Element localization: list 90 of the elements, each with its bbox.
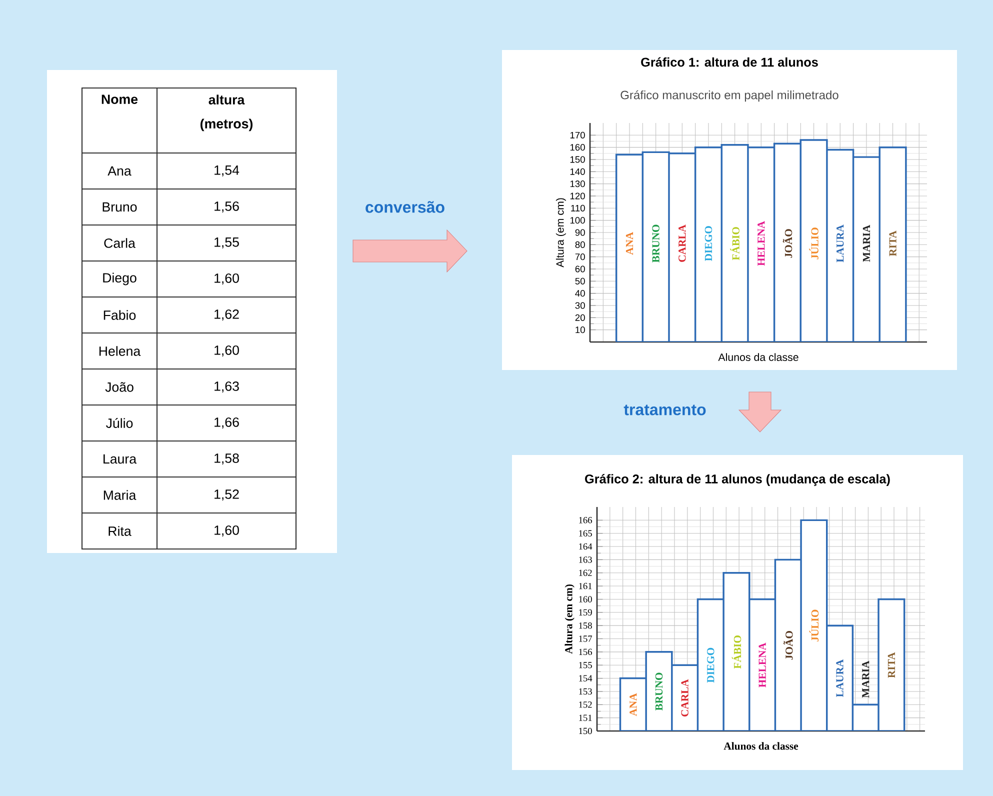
category-label: Helena: [99, 346, 141, 356]
x-tick-label: CARLA: [678, 224, 686, 262]
y-tick-label: 170: [570, 132, 585, 138]
y-tick-label: 80: [575, 241, 585, 248]
data-label: 1,60: [214, 345, 239, 357]
y-tick-label: 153: [579, 688, 592, 695]
y-tick-label: 70: [575, 254, 585, 260]
data-label: 1,66: [214, 417, 239, 429]
bar: [878, 146, 907, 342]
y-tick-label: 120: [570, 192, 585, 200]
x-tick-label: JÚLIO: [809, 228, 818, 260]
y-tick-label: 164: [579, 543, 592, 550]
x-axis-title: Alunos da classe: [718, 353, 798, 362]
x-tick-label: JOÃO: [783, 631, 793, 660]
category-label: Bruno: [102, 202, 137, 212]
x-tick-label: FÁBIO: [732, 636, 742, 669]
y-tick-label: 160: [570, 144, 585, 151]
y-tick-label: 165: [579, 530, 592, 536]
x-tick-label: DIEGO: [707, 648, 714, 683]
data-label: 1,54: [214, 166, 240, 176]
category-label: Fabio: [104, 310, 136, 320]
x-tick-label: LAURA: [836, 224, 844, 262]
y-tick-label: 155: [579, 662, 592, 668]
y-tick-label: 10: [576, 326, 585, 334]
y-tick-label: 20: [575, 314, 585, 321]
x-tick-label: HELENA: [758, 220, 765, 266]
y-tick-label: 40: [575, 290, 585, 297]
text: conversão: [366, 201, 444, 213]
data-label: 1,58: [214, 453, 239, 465]
x-tick-label: DIEGO: [704, 226, 712, 262]
y-tick-label: 140: [570, 168, 585, 175]
y-axis-title: Altura (em cm): [564, 584, 574, 654]
category-label: Laura: [104, 454, 137, 464]
y-tick-label: 157: [579, 636, 592, 642]
y-tick-label: 154: [579, 675, 592, 682]
x-tick-label: CARLA: [681, 679, 688, 716]
x-tick-label: BRUNO: [655, 672, 663, 711]
y-tick-label: 90: [575, 229, 585, 236]
category-label: Carla: [104, 238, 136, 248]
y-tick-label: 150: [570, 156, 585, 163]
text: Nome: [102, 94, 138, 104]
x-tick-label: MARIA: [862, 660, 870, 698]
chart-title: Gráfico 1: altura de 11 alunos: [641, 57, 818, 67]
data-label: 1,52: [214, 489, 239, 501]
y-tick-label: 158: [579, 622, 592, 629]
data-label: 1,60: [214, 525, 239, 537]
text: altura (metros): [200, 94, 253, 132]
y-tick-label: 160: [579, 596, 592, 602]
y-tick-label: 166: [579, 517, 592, 524]
chart-title: Gráfico 2: altura de 11 alunos (mudança de escala): [585, 474, 890, 486]
data-label: 1,60: [214, 273, 239, 285]
category-label: João: [105, 382, 134, 392]
y-tick-label: 150: [579, 728, 592, 734]
x-tick-label: RITA: [888, 652, 895, 678]
y-tick-label: 163: [579, 556, 592, 563]
data-label: 1,63: [214, 381, 239, 393]
y-tick-label: 50: [575, 278, 585, 284]
x-tick-label: BRUNO: [652, 224, 660, 263]
y-tick-label: 161: [579, 582, 592, 590]
y-tick-label: 100: [570, 217, 585, 224]
y-tick-label: 152: [579, 702, 592, 708]
chart-subtitle: Gráfico manuscrito em papel milimetrado: [620, 90, 838, 102]
y-tick-label: 156: [579, 648, 592, 656]
x-tick-label: MARIA: [862, 224, 870, 262]
x-tick-label: HELENA: [758, 642, 766, 688]
x-tick-label: ANA: [626, 232, 634, 255]
data-label: 1,62: [214, 309, 239, 321]
y-tick-label: 60: [575, 266, 585, 272]
category-label: Diego: [103, 272, 136, 286]
y-tick-label: 130: [570, 180, 585, 188]
category-label: Rita: [108, 526, 132, 536]
x-tick-label: JOÃO: [782, 229, 792, 258]
x-tick-label: ANA: [630, 693, 637, 716]
x-axis-title: Alunos da classe: [724, 742, 798, 750]
y-axis-title: Altura (em cm): [556, 198, 566, 268]
text: tratamento: [624, 404, 706, 416]
y-tick-label: 159: [579, 609, 592, 616]
y-tick-label: 30: [575, 302, 585, 309]
category-label: Ana: [108, 166, 132, 176]
x-tick-label: LAURA: [836, 659, 844, 698]
category-label: Maria: [104, 490, 136, 500]
y-tick-label: 110: [571, 204, 585, 212]
data-label: 1,56: [214, 201, 239, 213]
x-tick-label: JÚLIO: [809, 610, 819, 642]
y-tick-label: 162: [579, 570, 592, 576]
category-label: Júlio: [106, 418, 133, 428]
data-label: 1,55: [214, 238, 239, 248]
y-tick-label: 151: [579, 714, 592, 721]
x-tick-label: FÁBIO: [730, 227, 740, 260]
x-tick-label: RITA: [889, 230, 896, 256]
